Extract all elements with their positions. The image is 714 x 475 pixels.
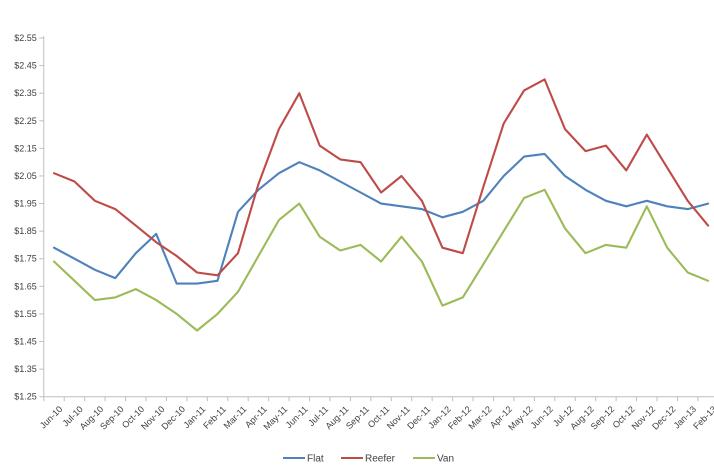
y-axis-tick-label: $1.35 [14, 364, 37, 374]
legend-label-reefer: Reefer [365, 454, 396, 465]
x-axis-tick-label: Jun-11 [284, 404, 310, 430]
legend-item-van: Van [413, 454, 454, 465]
y-axis-tick-label: $2.05 [14, 171, 37, 181]
legend: Flat Reefer Van [283, 454, 454, 465]
legend-item-flat: Flat [283, 454, 324, 465]
y-axis-tick-label: $1.75 [14, 254, 37, 264]
x-axis-tick-label: Sep-11 [344, 404, 371, 431]
x-axis-tick-label: Mar-11 [222, 404, 249, 431]
x-axis-tick-label: Dec-11 [405, 404, 432, 431]
series-line-reefer [52, 78, 710, 277]
y-axis-tick-label: $1.95 [14, 199, 37, 209]
y-axis-tick-label: $1.85 [14, 226, 37, 236]
legend-item-reefer: Reefer [341, 454, 396, 465]
y-axis-tick-label: $1.45 [14, 337, 37, 347]
y-axis-tick-label: $2.55 [14, 33, 37, 43]
y-axis: $2.55 $2.45 $2.35 $2.25 $2.15 $2.05 $1.95 $1.85… [14, 33, 45, 402]
y-axis-tick-label: $2.25 [14, 116, 37, 126]
y-axis-tick-label: $1.65 [14, 281, 37, 291]
legend-label-flat: Flat [307, 454, 324, 465]
series-line-flat [52, 152, 710, 285]
x-axis-tick-label: Jun-10 [38, 404, 65, 431]
y-axis-tick-label: $1.25 [14, 392, 37, 402]
series-line-van [52, 188, 710, 332]
x-axis-tick-label: Mar-12 [466, 404, 493, 431]
legend-label-van: Van [437, 454, 454, 465]
y-axis-tick-label: $2.45 [14, 61, 37, 71]
y-axis-tick-label: $2.35 [14, 88, 37, 98]
x-axis: Jun-10Jul-10Aug-10Sep-10Oct-10Nov-10Dec-… [38, 396, 714, 432]
y-axis-tick-label: $2.15 [14, 143, 37, 153]
x-axis-tick-label: Jun-12 [528, 404, 555, 431]
y-axis-tick-label: $1.55 [14, 309, 37, 319]
